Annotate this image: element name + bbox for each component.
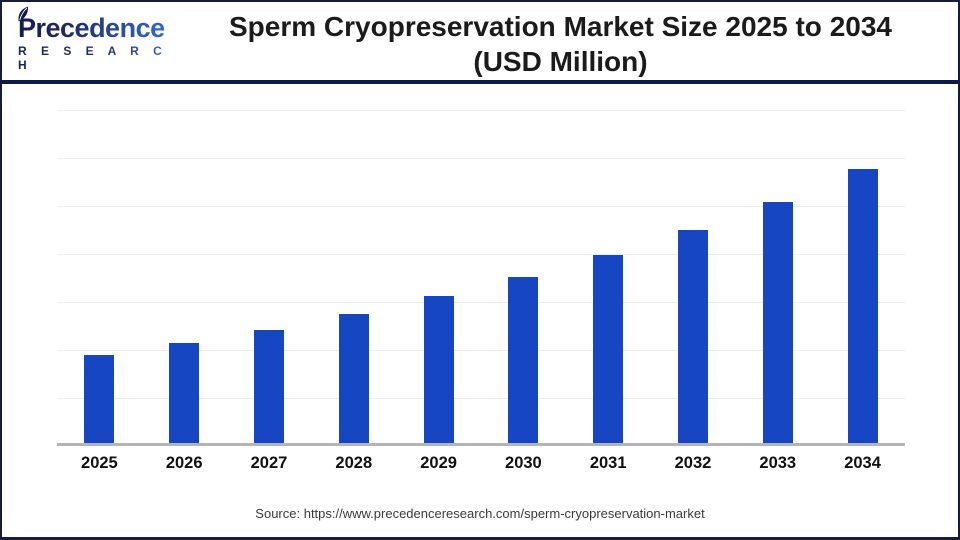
bar-2027 [253,330,284,443]
x-tick-label-2034: 2034 [844,454,881,472]
bar-2031 [593,255,624,443]
bar-2030 [508,277,539,443]
header: Precedence R E S E A R C H Sperm Cryopre… [2,2,958,80]
gridline [57,398,905,399]
bar-2034 [847,169,878,443]
bar-2029 [423,296,454,443]
x-axis-labels: 2025 2026 2027 2028 2029 2030 2031 2032 2033 2034 [57,454,905,473]
x-tick-label-2031: 2031 [589,454,627,472]
x-tick-label-2030: 2030 [505,454,542,472]
x-axis-line [57,443,905,446]
x-tick-label-2025: 2025 [81,454,118,472]
bar-2028 [338,314,369,443]
x-tick-label-2027: 2027 [250,454,288,472]
header-divider [2,80,958,84]
plot-area [57,107,905,443]
logo-wordmark: Precedence [18,6,178,43]
source-line: Source: https://www.precedenceresearch.c… [255,506,705,521]
logo-line1: Precedence [18,13,165,43]
chart-title-line2: (USD Million) [473,46,648,77]
gridline [57,158,905,159]
x-tick-label-2033: 2033 [759,454,797,472]
bar-slot-2032 [651,107,736,443]
gridline [57,206,905,207]
precedence-research-logo: Precedence R E S E A R C H [18,6,178,72]
bar-2026 [169,343,200,443]
bar-slot-2033 [735,107,820,443]
bar-slot-2027 [227,107,312,443]
bar-slot-2026 [142,107,227,443]
x-tick-label-2029: 2029 [420,454,457,472]
gridline [57,302,905,303]
x-tick-label-2032: 2032 [674,454,712,472]
bar-slot-2031 [566,107,651,443]
bar-slot-2028 [311,107,396,443]
chart-title-line1: Sperm Cryopreservation Market Size 2025 … [229,11,892,42]
leaf-icon [18,6,29,22]
bar-2032 [677,230,708,443]
gridline [57,350,905,351]
bar-slot-2034 [820,107,905,443]
logo-line2: R E S E A R C H [18,44,178,72]
bar-slot-2025 [57,107,142,443]
bar-series [57,107,905,443]
bar-2033 [762,202,793,443]
bar-slot-2029 [396,107,481,443]
x-tick-label-2028: 2028 [335,454,373,472]
bar-slot-2030 [481,107,566,443]
gridline [57,110,905,111]
bar-2025 [84,355,115,443]
gridline [57,254,905,255]
chart-title: Sperm Cryopreservation Market Size 2025 … [167,9,954,79]
x-tick-label-2026: 2026 [165,454,203,472]
